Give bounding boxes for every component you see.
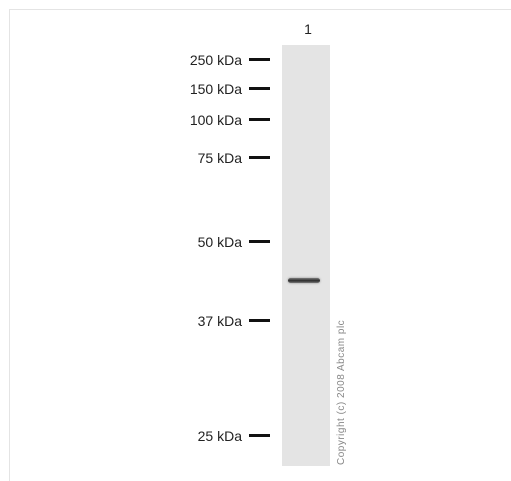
marker-tick bbox=[249, 319, 270, 322]
marker-label: 150 kDa bbox=[189, 81, 242, 97]
marker-tick bbox=[249, 58, 270, 61]
marker-tick bbox=[249, 434, 270, 437]
marker-25-kda: 25 kDa bbox=[150, 428, 270, 444]
marker-250-kda: 250 kDa bbox=[150, 52, 270, 68]
marker-label: 37 kDa bbox=[197, 313, 242, 329]
copyright-text: Copyright (c) 2008 Abcam plc bbox=[336, 319, 347, 465]
marker-label: 250 kDa bbox=[189, 52, 242, 68]
blot-lane-1 bbox=[282, 45, 330, 466]
marker-label: 25 kDa bbox=[197, 428, 242, 444]
marker-75-kda: 75 kDa bbox=[150, 150, 270, 166]
frame-border-left bbox=[9, 9, 10, 481]
frame-border-top bbox=[9, 9, 511, 10]
marker-tick bbox=[249, 87, 270, 90]
marker-label: 75 kDa bbox=[197, 150, 242, 166]
marker-label: 100 kDa bbox=[189, 112, 242, 128]
marker-label: 50 kDa bbox=[197, 234, 242, 250]
marker-100-kda: 100 kDa bbox=[150, 112, 270, 128]
marker-50-kda: 50 kDa bbox=[150, 234, 270, 250]
protein-band bbox=[288, 278, 320, 283]
marker-tick bbox=[249, 118, 270, 121]
marker-tick bbox=[249, 156, 270, 159]
marker-150-kda: 150 kDa bbox=[150, 81, 270, 97]
marker-37-kda: 37 kDa bbox=[150, 313, 270, 329]
marker-tick bbox=[249, 240, 270, 243]
lane-number-1: 1 bbox=[304, 21, 312, 37]
